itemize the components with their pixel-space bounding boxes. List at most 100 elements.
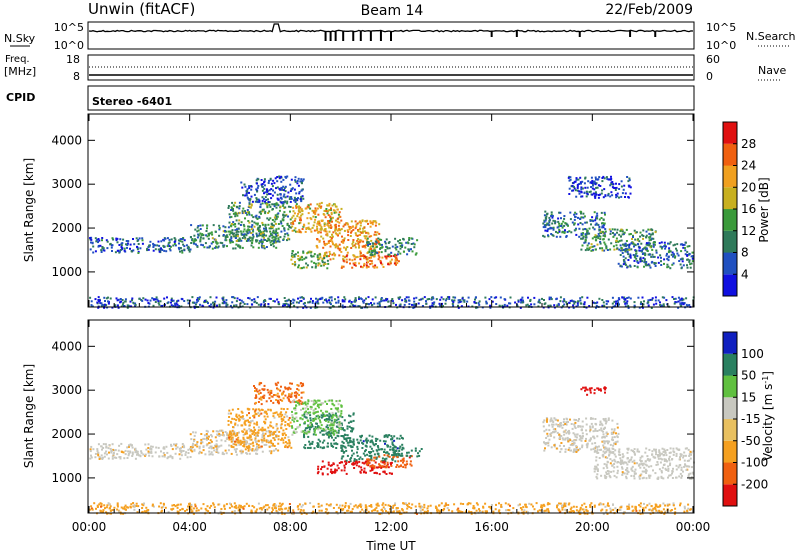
heatmap-cell [584,240,587,243]
heatmap-cell [390,464,393,467]
heatmap-cell [286,396,289,399]
heatmap-cell [603,222,606,225]
heatmap-cell [343,419,346,422]
heatmap-cell [257,411,260,414]
heatmap-cell [330,237,333,240]
heatmap-cell [281,399,284,402]
heatmap-cell [297,197,299,200]
heatmap-cell [116,237,119,240]
heatmap-cell [686,304,689,307]
heatmap-cell [394,460,397,463]
heatmap-cell [218,435,221,437]
heatmap-cell [589,425,592,428]
heatmap-cell [330,468,333,471]
heatmap-cell [373,466,376,469]
heatmap-cell [383,448,386,451]
heatmap-cell [359,221,362,224]
heatmap-cell [275,246,278,249]
heatmap-cell [495,303,498,305]
heatmap-cell [224,449,227,452]
heatmap-cell [298,191,301,193]
heatmap-cell [603,436,606,439]
heatmap-cell [296,199,299,202]
heatmap-cell [645,247,648,250]
heatmap-cell [620,246,623,249]
heatmap-cell [92,245,95,248]
heatmap-cell [211,237,214,240]
heatmap-cell [666,303,669,306]
heatmap-cell [170,443,172,446]
heatmap-cell [378,455,381,458]
heatmap-cell [310,297,312,300]
heatmap-cell [387,242,390,244]
heatmap-cell [594,234,597,237]
heatmap-cell [334,436,337,439]
heatmap-cell [580,233,583,235]
heatmap-cell [334,223,337,226]
heatmap-cell [291,425,293,428]
heatmap-cell [397,460,400,463]
heatmap-cell [139,455,142,458]
heatmap-cell [353,443,355,446]
heatmap-cell [563,231,566,234]
heatmap-cell [378,301,381,304]
heatmap-cell [304,421,306,424]
heatmap-cell [285,176,288,179]
heatmap-cell [342,445,345,448]
heatmap-cell [348,228,351,231]
heatmap-cell [413,246,416,249]
heatmap-cell [224,229,226,232]
heatmap-cell [303,422,306,425]
heatmap-cell [397,452,400,455]
heatmap-cell [100,251,103,253]
heatmap-cell [290,222,293,225]
heatmap-cell [320,414,323,417]
heatmap-cell [181,240,184,243]
heatmap-cell [292,431,295,434]
heatmap-cell [642,303,645,306]
heatmap-cell [205,438,208,441]
heatmap-cell [485,300,488,303]
heatmap-cell [276,395,279,398]
heatmap-cell [203,434,206,437]
heatmap-cell [280,418,283,420]
heatmap-cell [601,304,604,307]
heatmap-cell [126,246,128,249]
heatmap-cell [267,218,270,221]
colorbar-tick-label: 20 [741,180,756,194]
heatmap-cell [429,306,432,309]
heatmap-cell [358,244,361,247]
heatmap-cell [663,245,666,247]
heatmap-cell [624,196,626,198]
heatmap-cell [337,429,340,432]
heatmap-cell [335,211,338,214]
heatmap-cell [553,444,556,447]
heatmap-cell [581,444,584,447]
heatmap-cell [113,456,116,459]
heatmap-cell [352,262,355,265]
heatmap-cell [265,400,268,403]
heatmap-cell [401,299,404,302]
heatmap-cell [619,264,622,267]
heatmap-cell [611,302,614,305]
heatmap-cell [218,234,221,237]
heatmap-cell [677,254,680,257]
heatmap-cell [542,234,545,237]
heatmap-cell [229,238,231,241]
heatmap-cell [303,432,306,434]
heatmap-cell [647,301,650,304]
heatmap-cell [305,262,308,265]
heatmap-cell [352,225,355,228]
heatmap-cell [550,417,553,420]
heatmap-cell [337,418,340,421]
heatmap-cell [374,220,377,223]
heatmap-cell [680,297,683,300]
heatmap-cell [234,440,236,443]
heatmap-cell [355,256,358,259]
heatmap-cell [122,238,125,241]
heatmap-cell [226,303,229,306]
heatmap-cell [294,176,297,179]
heatmap-cell [250,244,253,247]
heatmap-cell [264,200,266,203]
heatmap-cell [241,246,244,249]
